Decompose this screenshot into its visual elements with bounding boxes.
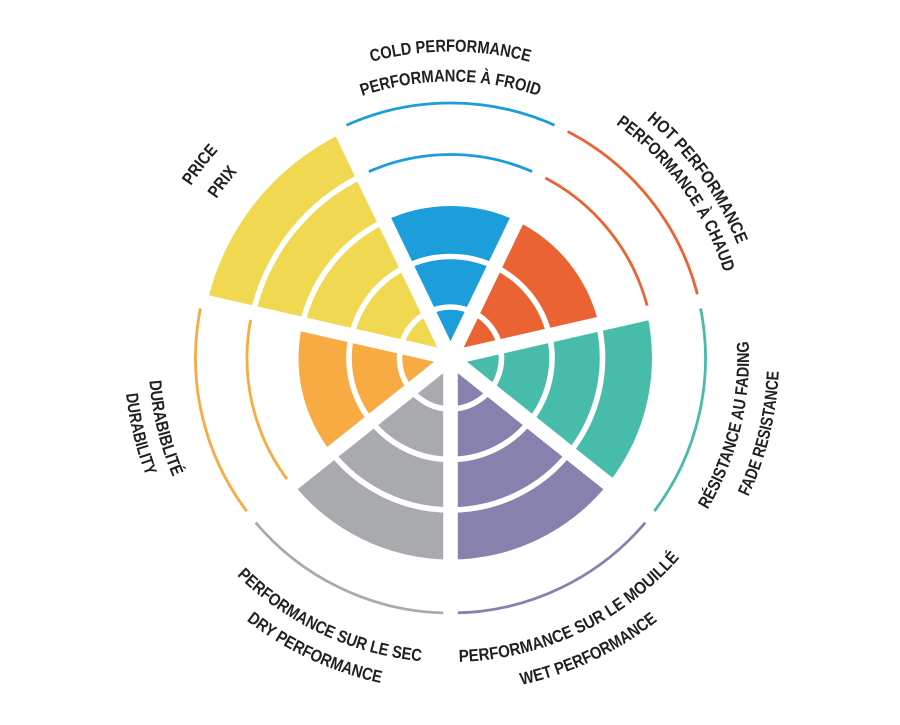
svg-text:HOT PERFORMANCE: HOT PERFORMANCE <box>644 108 752 246</box>
svg-text:COLD PERFORMANCE: COLD PERFORMANCE <box>368 36 534 66</box>
svg-text:PERFORMANCE SUR LE MOUILLÉ: PERFORMANCE SUR LE MOUILLÉ <box>458 547 682 666</box>
svg-text:PERFORMANCE À FROID: PERFORMANCE À FROID <box>357 65 543 99</box>
